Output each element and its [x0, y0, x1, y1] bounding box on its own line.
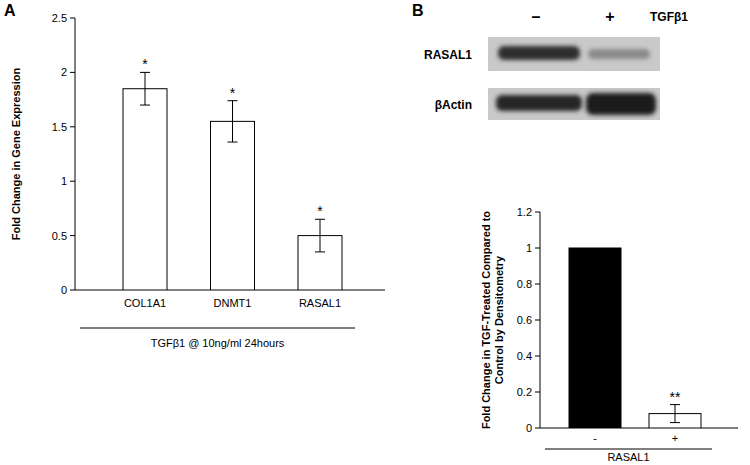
error-bar — [140, 72, 150, 105]
y-tick-label: 0.5 — [52, 230, 67, 242]
y-tick-label: 1 — [526, 242, 532, 254]
error-cap — [140, 105, 150, 106]
y-axis — [75, 18, 76, 290]
x-axis-label: RASAL1 — [607, 451, 649, 463]
lane-label: + — [605, 8, 614, 25]
y-tick — [535, 212, 540, 213]
y-tick-label: 2.5 — [52, 12, 67, 24]
x-tick-label: - — [593, 432, 597, 444]
group-line — [80, 328, 355, 329]
y-tick-label: 0.6 — [517, 314, 532, 326]
y-tick-label: 0.2 — [517, 386, 532, 398]
blot-band — [496, 95, 582, 111]
y-tick-label: 0 — [526, 422, 532, 434]
error-stem — [232, 101, 233, 142]
bars — [569, 248, 701, 428]
y-tick-label: 2 — [61, 66, 67, 78]
x-tick-label: DNMT1 — [214, 297, 252, 309]
y-tick — [70, 290, 75, 291]
blot-row-label: RASAL1 — [424, 48, 472, 62]
bar — [123, 89, 167, 290]
y-axis-label-line: Control by Densitometry — [493, 255, 505, 384]
y-axis-label-line: Fold Change in TGF-Treated Compared to — [480, 211, 492, 429]
significance: * — [317, 203, 323, 219]
y-tick — [535, 284, 540, 285]
y-tick-label: 1.2 — [517, 206, 532, 218]
y-tick — [535, 392, 540, 393]
panel: B – + TGFβ1 RASAL1 βActin 0 0.2 0.4 0.6 0.8 1 1.2 Fol… — [412, 2, 738, 463]
blot-band — [588, 49, 650, 59]
y-tick-label: 0.8 — [517, 278, 532, 290]
y-tick-label: 1.5 — [52, 121, 67, 133]
blot-row-label: βActin — [435, 98, 472, 112]
y-tick — [70, 72, 75, 73]
error-stem — [145, 72, 146, 105]
error-bar — [315, 219, 325, 252]
y-tick — [535, 320, 540, 321]
error-bar — [670, 405, 680, 423]
panel: A 0 0.5 1 1.5 2 2.5 Fold Change in Gene Express… — [4, 2, 385, 349]
error-cap — [228, 142, 238, 143]
blot-strip — [488, 88, 660, 120]
error-bar — [228, 101, 238, 142]
y-axis-label: Fold Change in Gene Expression — [10, 68, 22, 241]
error-cap — [670, 422, 680, 423]
blot: – + TGFβ1 RASAL1 βActin — [424, 8, 688, 120]
x-tick-label: COL1A1 — [124, 297, 166, 309]
lane-label: – — [532, 8, 541, 25]
figure: A 0 0.5 1 1.5 2 2.5 Fold Change in Gene Express… — [0, 0, 750, 465]
x-axis-label: TGFβ1 @ 10ng/ml 24hours — [151, 337, 285, 349]
y-tick — [535, 428, 540, 429]
y-tick-label: 1 — [61, 175, 67, 187]
y-tick-label: 0 — [61, 284, 67, 296]
significance: * — [230, 85, 236, 101]
significance: * — [142, 56, 148, 72]
bar — [211, 121, 255, 290]
blot-band — [498, 46, 580, 60]
blot-band — [586, 93, 656, 115]
lane-title: TGFβ1 — [650, 10, 688, 24]
y-tick — [70, 18, 75, 19]
panel-letter: B — [412, 2, 424, 19]
y-tick-label: 0.4 — [517, 350, 532, 362]
group-line — [545, 449, 712, 450]
panel-letter: A — [4, 2, 16, 19]
blot-strip — [488, 37, 660, 71]
significance: ** — [670, 389, 681, 405]
error-cap — [315, 251, 325, 252]
error-stem — [320, 219, 321, 252]
y-axis-label-line: Fold Change in Gene Expression — [10, 68, 22, 241]
error-stem — [675, 405, 676, 423]
y-tick — [70, 181, 75, 182]
bars — [123, 72, 342, 290]
x-tick-label: + — [672, 432, 678, 444]
bar — [569, 248, 621, 428]
x-tick-label: RASAL1 — [299, 297, 341, 309]
y-tick — [535, 356, 540, 357]
y-tick — [535, 248, 540, 249]
y-tick — [70, 126, 75, 127]
y-tick — [70, 235, 75, 236]
y-axis-label: Fold Change in TGF-Treated Compared toCo… — [480, 211, 505, 429]
